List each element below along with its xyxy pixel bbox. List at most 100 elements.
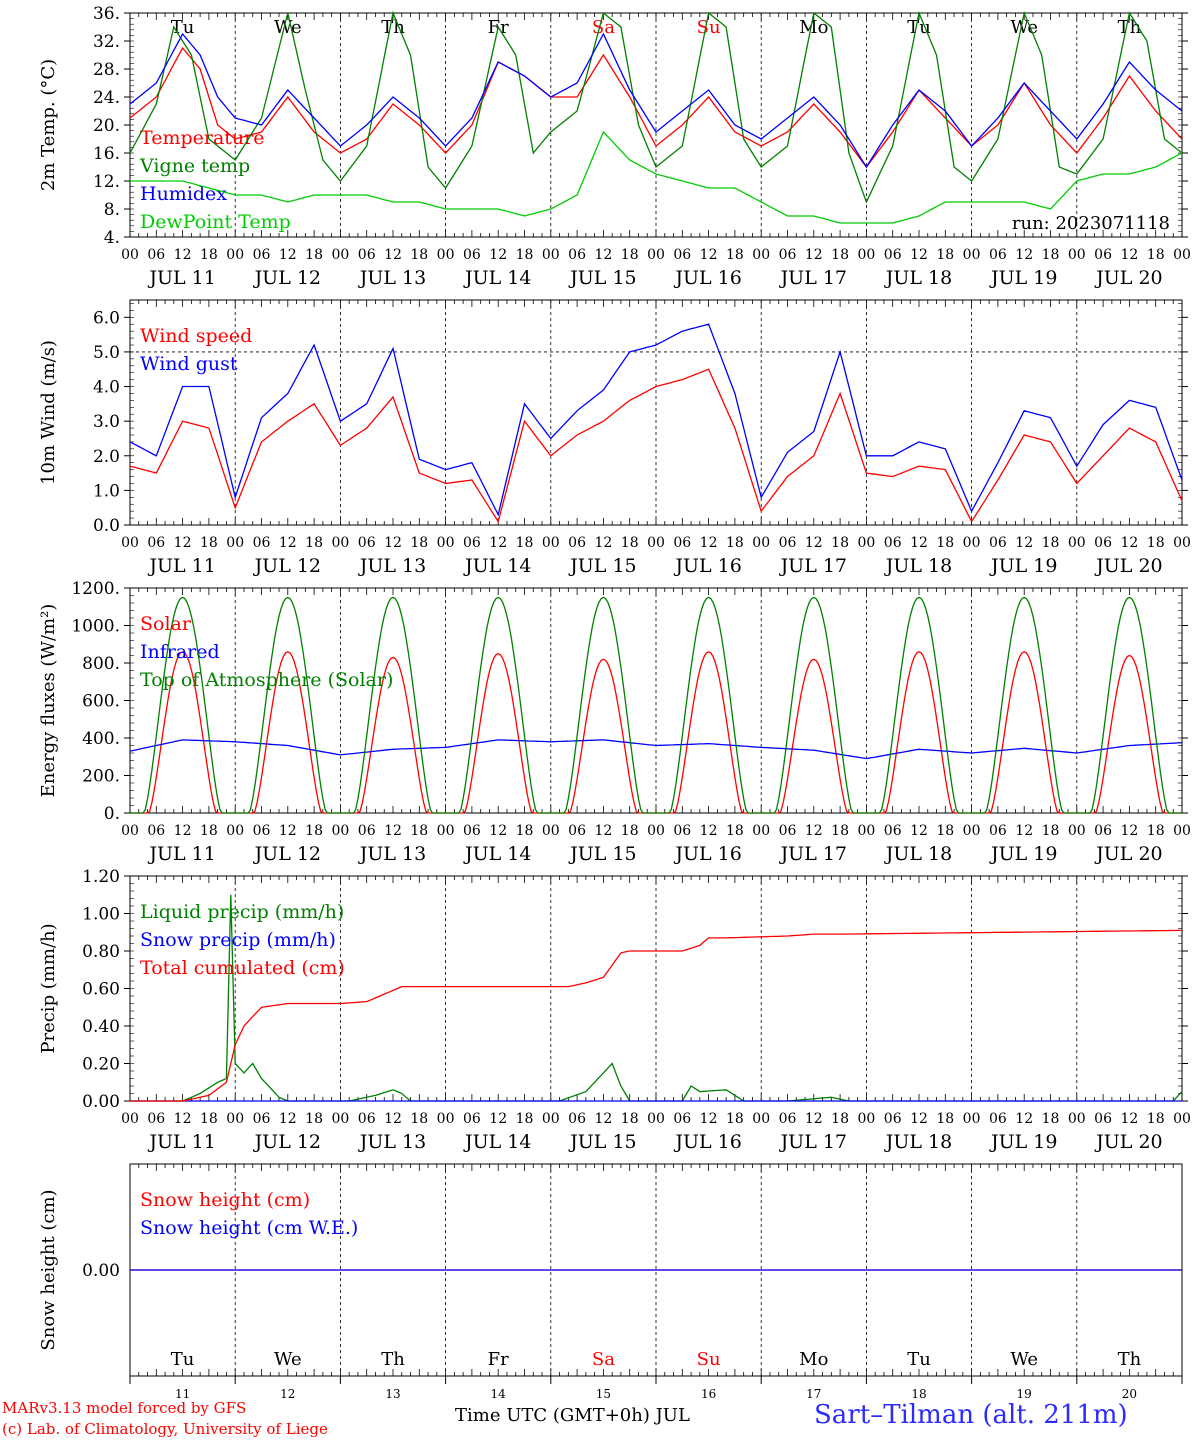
y-axis-title: Precip (mm/h) [38,923,59,1053]
hour-label: 18 [726,1111,744,1127]
hour-label: 12 [805,823,823,839]
y-tick-label: 1.20 [82,867,120,887]
y-tick-label: 4.0 [93,378,120,398]
series-line-dewpoint-temp [130,130,1183,224]
hour-label: 12 [910,823,928,839]
y-tick-label: 0.80 [82,942,120,962]
hour-label: 12 [1015,535,1033,551]
hour-label: 00 [752,823,770,839]
hour-label: 12 [384,247,402,263]
day-label: JUL 16 [673,1131,741,1153]
hour-label: 12 [174,823,192,839]
legend-entry: Temperature [140,127,264,149]
hour-label: 06 [568,1111,586,1127]
day-label: JUL 13 [358,555,426,577]
hour-label: 12 [805,1111,823,1127]
legend-entry: Top of Atmosphere (Solar) [140,669,393,691]
hour-label: 18 [200,1111,218,1127]
hour-label: 12 [594,535,612,551]
day-number: 11 [175,1387,190,1401]
hour-label: 00 [647,823,665,839]
hour-label: 12 [279,535,297,551]
hour-label: 00 [331,247,349,263]
weekday-label: We [1010,17,1038,38]
hour-label: 00 [121,1111,139,1127]
hour-label: 18 [726,535,744,551]
hour-label: 18 [936,247,954,263]
hour-label: 00 [647,247,665,263]
day-label: JUL 12 [253,1131,321,1153]
day-label: JUL 19 [989,267,1057,289]
hour-label: 12 [805,247,823,263]
day-label: JUL 15 [568,267,636,289]
legend-entry: Wind speed [140,325,252,347]
panel-3: 0. 200. 400. 600. 800. 1000. 1200. Energy fluxe… [38,579,1191,865]
y-tick-label: 0.20 [82,1055,120,1075]
y-tick-label: 0.0 [93,516,120,536]
hour-label: 00 [647,535,665,551]
hour-label: 06 [673,1111,691,1127]
hour-label: 00 [752,1111,770,1127]
hour-label: 00 [1173,823,1191,839]
day-number: 16 [701,1387,716,1401]
hour-label: 00 [963,535,981,551]
day-label: JUL 14 [463,267,531,289]
hour-label: 06 [463,247,481,263]
hour-label: 12 [1120,823,1138,839]
day-label: JUL 20 [1094,267,1162,289]
hour-label: 18 [936,1111,954,1127]
hour-label: 06 [779,247,797,263]
hour-label: 00 [331,1111,349,1127]
hour-label: 06 [147,823,165,839]
hour-label: 12 [174,535,192,551]
legend-entry: Snow precip (mm/h) [140,929,336,951]
run-label: run: 2023071118 [1012,213,1170,234]
hour-label: 06 [147,535,165,551]
weekday-label: Mo [799,1349,828,1370]
hour-label: 12 [1120,535,1138,551]
hour-label: 12 [910,247,928,263]
hour-label: 06 [1094,1111,1112,1127]
day-label: JUL 19 [989,1131,1057,1153]
day-label: JUL 15 [568,1131,636,1153]
hour-label: 18 [726,823,744,839]
hour-label: 06 [147,247,165,263]
hour-label: 12 [489,823,507,839]
hour-label: 06 [568,823,586,839]
day-label: JUL 16 [673,267,741,289]
hour-label: 18 [936,823,954,839]
hour-label: 18 [1147,535,1165,551]
y-tick-label: 600. [82,692,120,712]
day-label: JUL 14 [463,555,531,577]
legend-entry: Liquid precip (mm/h) [140,901,344,923]
hour-label: 06 [1094,823,1112,839]
hour-label: 18 [410,247,428,263]
weekday-label: We [1010,1349,1038,1370]
hour-label: 12 [1120,1111,1138,1127]
hour-label: 12 [700,823,718,839]
hour-label: 00 [1068,1111,1086,1127]
hour-label: 06 [884,823,902,839]
hour-label: 12 [174,247,192,263]
hour-label: 06 [673,823,691,839]
y-tick-label: 0.00 [82,1092,120,1112]
hour-label: 18 [1147,247,1165,263]
day-label: JUL 14 [463,1131,531,1153]
weekday-label: We [274,17,302,38]
hour-label: 06 [358,535,376,551]
hour-label: 18 [305,823,323,839]
y-tick-label: 1.0 [93,481,120,501]
panel-5: 0.00 Snow height (cm) Tu We Th Fr Sa Su Mo Tu We Th… [38,1163,1183,1401]
hour-label: 06 [884,247,902,263]
hour-label: 06 [568,535,586,551]
hour-label: 00 [647,1111,665,1127]
day-label: JUL 16 [673,843,741,865]
series-line-temperature [129,46,1183,169]
hour-label: 18 [621,247,639,263]
hour-label: 06 [884,1111,902,1127]
hour-label: 12 [910,1111,928,1127]
hour-label: 00 [331,823,349,839]
hour-label: 06 [779,823,797,839]
y-tick-label: 32. [93,32,120,52]
hour-label: 00 [857,247,875,263]
